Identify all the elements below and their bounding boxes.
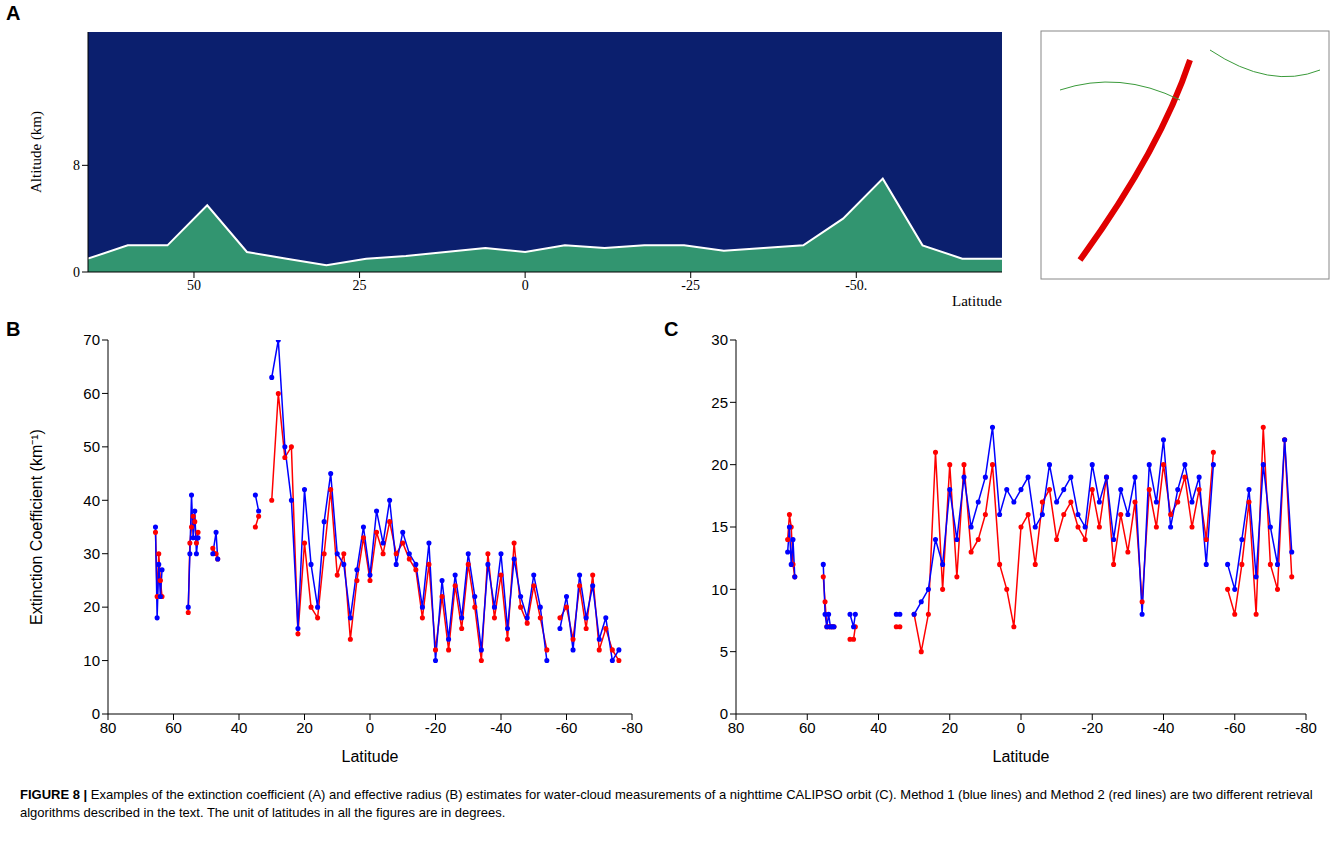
svg-text:40: 40 xyxy=(231,719,248,736)
svg-text:15: 15 xyxy=(711,518,728,535)
svg-text:0: 0 xyxy=(1017,719,1025,736)
svg-text:0: 0 xyxy=(92,705,100,722)
svg-text:60: 60 xyxy=(799,719,816,736)
svg-text:-40: -40 xyxy=(490,719,512,736)
html-text:FIGURE 8 | Examples of the ext: FIGURE 8 | Examples of the extinction co… xyxy=(20,787,1313,820)
svg-text:Extinction Coefficient (km⁻¹): Extinction Coefficient (km⁻¹) xyxy=(28,429,45,625)
svg-text:0: 0 xyxy=(522,278,529,293)
svg-text:50: 50 xyxy=(187,278,201,293)
svg-text:80: 80 xyxy=(728,719,745,736)
svg-text:20: 20 xyxy=(296,719,313,736)
svg-text:0: 0 xyxy=(73,265,80,280)
svg-text:50: 50 xyxy=(83,438,100,455)
svg-text:-60: -60 xyxy=(556,719,578,736)
svg-text:20: 20 xyxy=(711,456,728,473)
svg-text:25: 25 xyxy=(711,394,728,411)
svg-text:20: 20 xyxy=(941,719,958,736)
svg-text:-80: -80 xyxy=(621,719,643,736)
svg-text:-40: -40 xyxy=(1153,719,1175,736)
svg-text:0: 0 xyxy=(366,719,374,736)
svg-text:30: 30 xyxy=(711,331,728,348)
svg-text:Altitude (km): Altitude (km) xyxy=(28,111,45,193)
html-text:A: A xyxy=(6,2,21,24)
svg-text:10: 10 xyxy=(83,652,100,669)
svg-text:30: 30 xyxy=(83,545,100,562)
svg-text:-80: -80 xyxy=(1295,719,1317,736)
svg-text:-20: -20 xyxy=(425,719,447,736)
svg-text:-20: -20 xyxy=(1081,719,1103,736)
svg-text:-25: -25 xyxy=(681,278,700,293)
html-text:C: C xyxy=(664,318,679,340)
svg-text:60: 60 xyxy=(83,385,100,402)
svg-text:0: 0 xyxy=(720,705,728,722)
svg-text:10: 10 xyxy=(711,581,728,598)
svg-text:Latitude: Latitude xyxy=(342,748,399,765)
svg-text:25: 25 xyxy=(353,278,367,293)
svg-text:5: 5 xyxy=(720,643,728,660)
svg-text:8: 8 xyxy=(73,158,80,173)
svg-text:Latitude: Latitude xyxy=(993,748,1050,765)
svg-text:-50.: -50. xyxy=(845,278,867,293)
svg-text:70: 70 xyxy=(83,331,100,348)
svg-text:Latitude: Latitude xyxy=(952,293,1002,309)
svg-text:20: 20 xyxy=(83,598,100,615)
svg-text:-60: -60 xyxy=(1224,719,1246,736)
svg-text:40: 40 xyxy=(83,492,100,509)
html-text:B: B xyxy=(6,318,21,340)
svg-text:80: 80 xyxy=(100,719,117,736)
svg-text:40: 40 xyxy=(870,719,887,736)
svg-text:60: 60 xyxy=(165,719,182,736)
